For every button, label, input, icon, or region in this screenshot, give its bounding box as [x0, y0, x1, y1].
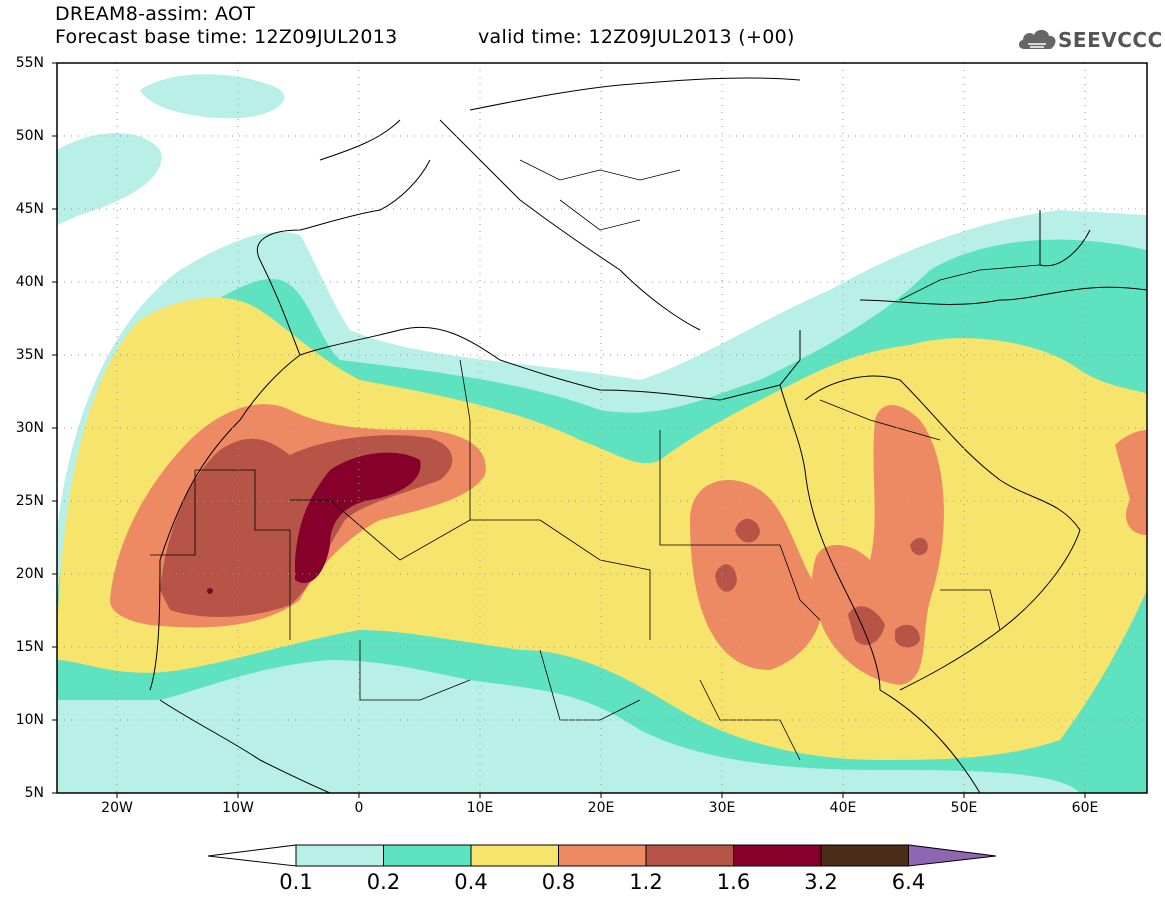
forecast-base-time: Forecast base time: 12Z09JUL2013 — [55, 26, 398, 48]
colorbar-swatch — [295, 844, 384, 867]
lat-label: 5N — [24, 785, 44, 801]
colorbar-label: 1.6 — [716, 870, 751, 894]
map-title: DREAM8-assim: AOT — [55, 3, 256, 25]
aot-band-0.8 — [1115, 430, 1147, 535]
lon-label: 50E — [950, 800, 978, 816]
lon-label: 60E — [1071, 800, 1099, 816]
aot-band-0.1 — [57, 133, 162, 225]
lon-label: 40E — [829, 800, 857, 816]
colorbar-label: 6.4 — [891, 870, 926, 894]
colorbar-swatch — [733, 844, 822, 867]
colorbar-swatch — [558, 844, 647, 867]
colorbar-label: 1.2 — [629, 870, 663, 894]
lon-label: 30E — [708, 800, 736, 816]
colorbar — [207, 844, 997, 867]
lat-label: 10N — [15, 712, 44, 728]
aot-band-1.6 — [207, 588, 213, 594]
aot-band-1.2 — [895, 624, 920, 648]
country-borders — [150, 159, 1041, 761]
lon-label: 20W — [101, 800, 133, 816]
colorbar-label: 0.1 — [279, 870, 313, 894]
lon-label: 10E — [466, 800, 494, 816]
lat-label: 55N — [15, 55, 44, 71]
aot-band-0.8 — [690, 480, 822, 670]
lat-label: 50N — [15, 128, 44, 144]
aot-band-1.2 — [715, 564, 737, 592]
aot-band-1.2 — [910, 537, 928, 556]
logo-text: SEEVCCC — [1058, 28, 1163, 52]
lat-label: 40N — [15, 274, 44, 290]
lat-label: 25N — [15, 493, 44, 509]
seevccc-logo — [1016, 23, 1156, 57]
colorbar-swatch — [470, 844, 559, 867]
aot-band-0.1 — [140, 74, 285, 119]
aot-band-1.2 — [735, 518, 760, 543]
colorbar-label: 0.2 — [366, 870, 401, 894]
colorbar-low-arrow — [207, 844, 297, 867]
aot-band-1.6 — [295, 452, 421, 584]
axis-ticks — [52, 62, 1086, 798]
lat-label: 20N — [15, 566, 44, 582]
lat-label: 35N — [15, 347, 44, 363]
colorbar-swatch — [645, 844, 734, 867]
lat-label: 45N — [15, 201, 44, 217]
aot-contours — [57, 74, 1147, 793]
graticule — [57, 63, 1147, 793]
lon-label: 0 — [354, 800, 364, 816]
colorbar-label: 3.2 — [804, 870, 838, 894]
cloud-icon — [1018, 29, 1056, 49]
colorbar-label: 0.8 — [541, 870, 576, 894]
lat-label: 30N — [15, 420, 44, 436]
colorbar-swatch — [383, 844, 472, 867]
colorbar-high-arrow — [908, 844, 997, 867]
colorbar-label: 0.4 — [454, 870, 488, 894]
lat-label: 15N — [15, 639, 44, 655]
colorbar-swatch — [820, 844, 909, 867]
lon-label: 20E — [587, 800, 615, 816]
valid-time: valid time: 12Z09JUL2013 (+00) — [478, 26, 795, 48]
coastlines — [149, 77, 1147, 793]
lon-label: 10W — [222, 800, 254, 816]
aot-band-0.8 — [811, 405, 944, 685]
